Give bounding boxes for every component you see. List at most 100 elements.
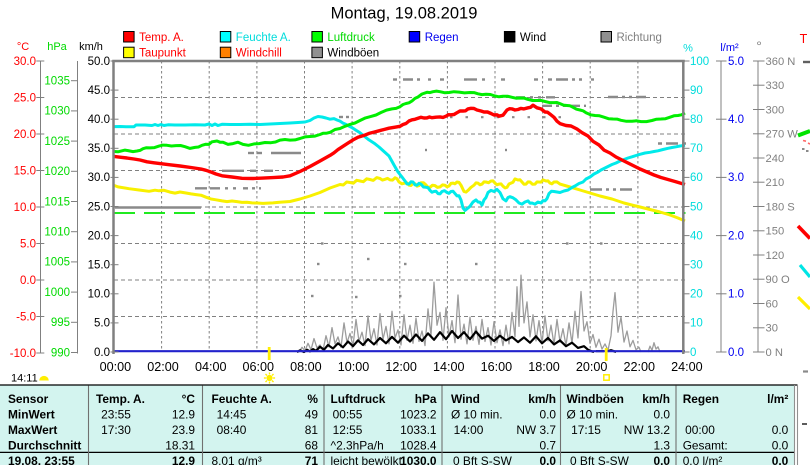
svg-text:990: 990 xyxy=(51,347,70,359)
svg-text:1028.4: 1028.4 xyxy=(400,438,437,452)
svg-text:10.0: 10.0 xyxy=(88,289,110,301)
svg-text:15.0: 15.0 xyxy=(14,165,36,177)
svg-text:%: % xyxy=(683,43,693,55)
svg-text:22:00: 22:00 xyxy=(624,360,656,374)
svg-text:MaxWert: MaxWert xyxy=(8,423,57,437)
svg-text:l/m²: l/m² xyxy=(720,42,739,54)
svg-text:km/h: km/h xyxy=(642,392,670,406)
svg-text:10: 10 xyxy=(690,318,703,330)
svg-text:1035: 1035 xyxy=(44,76,70,88)
svg-text:17:15: 17:15 xyxy=(571,423,601,437)
svg-text:0.0: 0.0 xyxy=(539,408,556,422)
svg-text:08:00: 08:00 xyxy=(290,360,322,374)
svg-text:Temp. A.: Temp. A. xyxy=(96,392,145,406)
svg-text:06:00: 06:00 xyxy=(243,360,275,374)
svg-text:20:00: 20:00 xyxy=(576,360,608,374)
svg-text:0.0: 0.0 xyxy=(539,454,556,465)
svg-text:NW 13.2: NW 13.2 xyxy=(624,423,671,437)
svg-text:49: 49 xyxy=(305,408,319,422)
svg-text:Wind: Wind xyxy=(451,392,480,406)
svg-text:l/m²: l/m² xyxy=(767,392,788,406)
svg-text:19.08, 23:55: 19.08, 23:55 xyxy=(8,454,75,465)
svg-text:60: 60 xyxy=(766,298,778,310)
svg-text:20.0: 20.0 xyxy=(88,230,110,242)
svg-text:1000: 1000 xyxy=(44,287,70,299)
svg-text:120: 120 xyxy=(766,250,785,262)
svg-text:90 O: 90 O xyxy=(766,274,791,286)
svg-text:0.0: 0.0 xyxy=(772,423,789,437)
svg-text:2.0: 2.0 xyxy=(728,230,744,242)
svg-text:5.0: 5.0 xyxy=(94,318,110,330)
svg-text:150: 150 xyxy=(766,226,785,238)
svg-text:°: ° xyxy=(756,38,762,54)
svg-text:0.0: 0.0 xyxy=(772,438,789,452)
svg-text:Durchschnitt: Durchschnitt xyxy=(8,438,81,452)
svg-text:18.31: 18.31 xyxy=(165,438,195,452)
svg-text:leicht bewölkt: leicht bewölkt xyxy=(331,454,403,465)
svg-text:12.9: 12.9 xyxy=(172,454,196,465)
svg-text:210: 210 xyxy=(766,177,785,189)
svg-text:12.9: 12.9 xyxy=(172,408,196,422)
svg-text:30.0: 30.0 xyxy=(14,56,36,68)
svg-text:°C: °C xyxy=(182,392,196,406)
svg-text:Temp. A.: Temp. A. xyxy=(139,32,184,44)
svg-text:0.7: 0.7 xyxy=(539,438,556,452)
svg-text:14:11: 14:11 xyxy=(11,373,38,385)
svg-text:30: 30 xyxy=(766,323,778,335)
svg-text:30: 30 xyxy=(690,260,703,272)
svg-text:km/h: km/h xyxy=(528,392,556,406)
svg-text:35.0: 35.0 xyxy=(88,143,110,155)
svg-text:1.0: 1.0 xyxy=(728,289,744,301)
svg-text:330: 330 xyxy=(766,80,785,92)
svg-text:04:00: 04:00 xyxy=(195,360,227,374)
svg-text:1010: 1010 xyxy=(44,227,70,239)
svg-text:Sensor: Sensor xyxy=(8,392,49,406)
svg-text:71: 71 xyxy=(305,454,319,465)
svg-text:Ø 10 min.: Ø 10 min. xyxy=(567,408,619,422)
svg-text:Regen: Regen xyxy=(683,392,719,406)
svg-text:40: 40 xyxy=(690,230,703,242)
svg-text:0: 0 xyxy=(690,347,696,359)
svg-text:Taupunkt: Taupunkt xyxy=(139,48,186,60)
svg-text:T: T xyxy=(800,32,808,46)
svg-text:Montag, 19.08.2019: Montag, 19.08.2019 xyxy=(331,5,478,23)
svg-text:8.01 g/m³: 8.01 g/m³ xyxy=(212,454,262,465)
svg-text:14:00: 14:00 xyxy=(433,360,465,374)
svg-text:Feuchte A.: Feuchte A. xyxy=(236,32,291,44)
svg-text:-10.0: -10.0 xyxy=(10,348,36,360)
svg-text:23:55: 23:55 xyxy=(101,408,131,422)
svg-text:25.0: 25.0 xyxy=(14,92,36,104)
svg-text:0.0: 0.0 xyxy=(772,454,789,465)
svg-text:^2.3hPa/h: ^2.3hPa/h xyxy=(331,438,384,452)
svg-text:24:00: 24:00 xyxy=(671,360,703,374)
svg-text:70: 70 xyxy=(690,143,703,155)
svg-text:90: 90 xyxy=(690,85,703,97)
svg-text:00:00: 00:00 xyxy=(685,423,715,437)
svg-text:18:00: 18:00 xyxy=(528,360,560,374)
svg-text:15.0: 15.0 xyxy=(88,260,110,272)
svg-text:360 N: 360 N xyxy=(766,56,796,68)
svg-text:40.0: 40.0 xyxy=(88,114,110,126)
svg-text:08:40: 08:40 xyxy=(217,423,247,437)
svg-text:270 W: 270 W xyxy=(766,129,799,141)
svg-text:300: 300 xyxy=(766,104,785,116)
svg-text:1020: 1020 xyxy=(44,166,70,178)
svg-text:1005: 1005 xyxy=(44,257,70,269)
svg-text:25.0: 25.0 xyxy=(88,201,110,213)
svg-text:NW 3.7: NW 3.7 xyxy=(516,423,556,437)
svg-text:00:55: 00:55 xyxy=(333,408,363,422)
svg-text:17:30: 17:30 xyxy=(101,423,131,437)
svg-text:%: % xyxy=(307,392,318,406)
svg-text:995: 995 xyxy=(51,317,70,329)
svg-text:Gesamt:: Gesamt: xyxy=(683,438,728,452)
svg-text:0.0: 0.0 xyxy=(653,454,670,465)
svg-text:4.0: 4.0 xyxy=(728,114,744,126)
svg-text:Luftdruck: Luftdruck xyxy=(327,32,375,44)
svg-text:50: 50 xyxy=(690,201,703,213)
svg-text:0.0: 0.0 xyxy=(728,347,744,359)
svg-text:12:00: 12:00 xyxy=(385,360,417,374)
svg-text:23.9: 23.9 xyxy=(172,423,196,437)
svg-text:Windböen: Windböen xyxy=(567,392,624,406)
svg-text:16:00: 16:00 xyxy=(481,360,513,374)
svg-text:Luftdruck: Luftdruck xyxy=(331,392,386,406)
